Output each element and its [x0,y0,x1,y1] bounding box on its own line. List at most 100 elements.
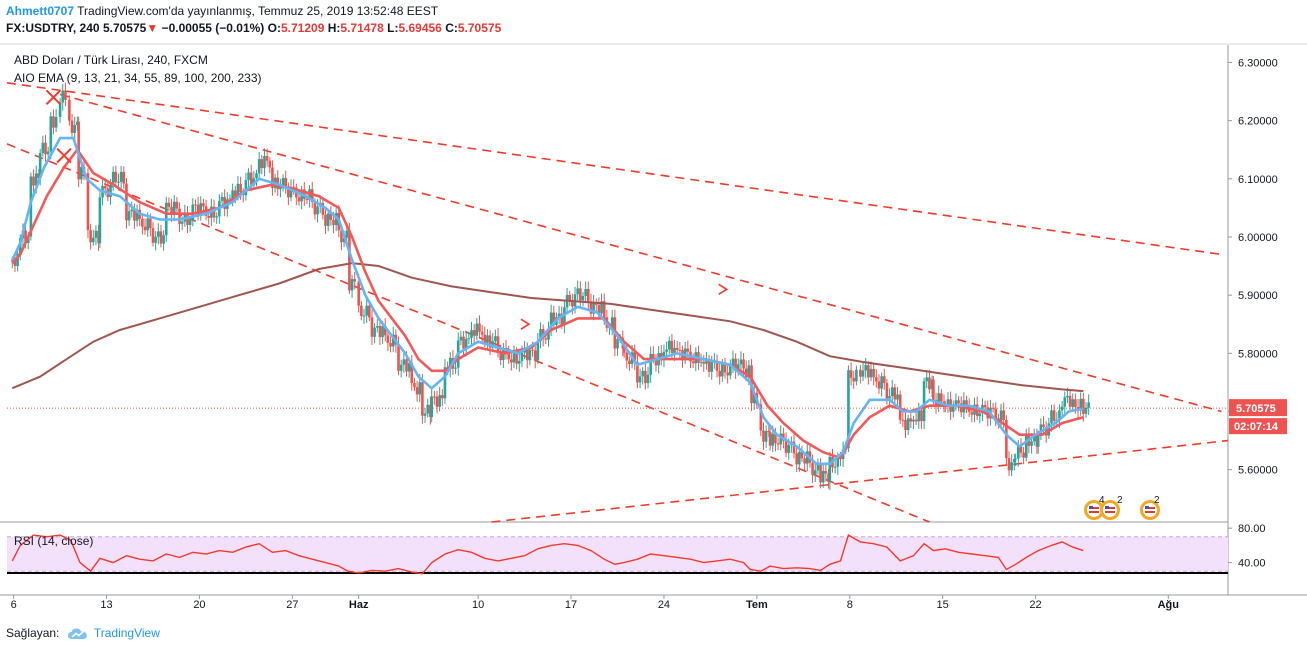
candle-body [906,418,910,431]
candle-body [402,359,406,365]
candle-body [292,186,295,188]
rsi-line [11,534,1084,575]
candle-body [589,301,593,314]
footer-brand[interactable]: TradingView [93,626,160,640]
candle-body [475,323,479,336]
price-tick-label: 6.20000 [1238,116,1278,128]
symbol-label: FX:USDTRY, 240 [6,21,100,35]
tradingview-cloud-icon [67,628,87,639]
candle-body [441,395,444,399]
countdown-tag [1229,418,1287,435]
candle-body [610,317,614,328]
candle-body [800,452,804,459]
candle-body [316,206,319,215]
candle-body [625,352,629,361]
candle-body [348,230,351,291]
trendline [6,82,1222,256]
candle-body [510,359,513,363]
candle-body [587,288,590,302]
high-value: 5.71478 [340,21,384,35]
candle-body [151,228,155,243]
candle-body [326,213,330,226]
candle-body [764,431,768,442]
candle-body [734,358,737,371]
rsi-indicator-label[interactable]: RSI (14, close) [14,534,94,548]
candle-body [220,197,224,201]
candle-body [397,344,400,371]
candle-body [486,335,489,343]
candle-body [130,209,134,212]
candle-body [890,387,894,397]
candle-body [228,198,232,200]
candle-body [68,99,71,121]
candle-body [236,183,240,197]
candle-body [600,301,603,314]
candle-body [32,176,35,186]
candle-body [576,288,579,295]
chart-canvas[interactable]: 6.30000 6.20000 6.10000 6.00000 5.90000 5.800… [0,0,1307,622]
candle-body [426,404,430,414]
flag-canton [1089,506,1093,509]
candle-body [531,349,534,351]
candle-body [1035,434,1039,447]
candle-body [196,204,200,215]
author-name[interactable]: Ahmett0707 [6,4,75,18]
price-tick-label: 5.90000 [1238,290,1278,302]
candle-body [443,367,447,399]
low-label: L: [387,21,399,35]
candle-body [768,431,772,446]
candle-body [702,361,706,364]
arrow-mark-icon [520,318,531,330]
candle-body [58,102,62,118]
candle-body [641,370,645,377]
candle-body [207,215,211,218]
candle-body [383,326,387,336]
candle-body [478,323,481,332]
candle-body [762,430,765,442]
candle-body [133,209,136,221]
candle-body [284,178,288,187]
candle-body [76,121,79,125]
time-tick-label: 8 [847,599,853,611]
candle-body [73,124,76,133]
candle-body [983,404,987,408]
candle-body [752,392,756,404]
candle-body [415,387,419,395]
candle-body [313,202,317,215]
candle-body [659,353,663,360]
candle-body [917,410,921,422]
candle-body [816,463,820,471]
candle-body [281,178,285,187]
ema-indicator-label[interactable]: AIO EMA (9, 13, 21, 34, 55, 89, 100, 200… [14,71,262,85]
candle-body [821,471,825,483]
candle-body [499,351,503,361]
high-label: H: [327,21,341,35]
candle-body [787,444,791,453]
candle-body [297,197,301,202]
candle-body [622,348,626,353]
candle-body [536,340,540,361]
candle-body [154,236,157,243]
candle-body [329,213,333,220]
candle-body [792,441,796,454]
candle-body [861,370,865,377]
candle-body [1019,446,1023,453]
candle-body [731,358,735,367]
flag-stripe [1105,507,1115,509]
candle-body [470,330,473,338]
candle-body [86,173,90,231]
candle-body [370,317,374,337]
candle-body [494,336,497,342]
candle-body [520,352,524,361]
open-value: 5.71209 [281,21,325,35]
change-value: −0.00055 (−0.01%) [161,21,265,35]
candle-body [255,173,258,179]
candle-body [805,451,809,464]
candle-body [602,301,606,318]
price-tick-label: 5.80000 [1238,348,1278,360]
candle-body [946,399,950,407]
candle-body [386,335,390,344]
rsi-tick-label: 80.00 [1238,523,1266,535]
candle-body [122,171,126,184]
candle-body [986,407,990,419]
